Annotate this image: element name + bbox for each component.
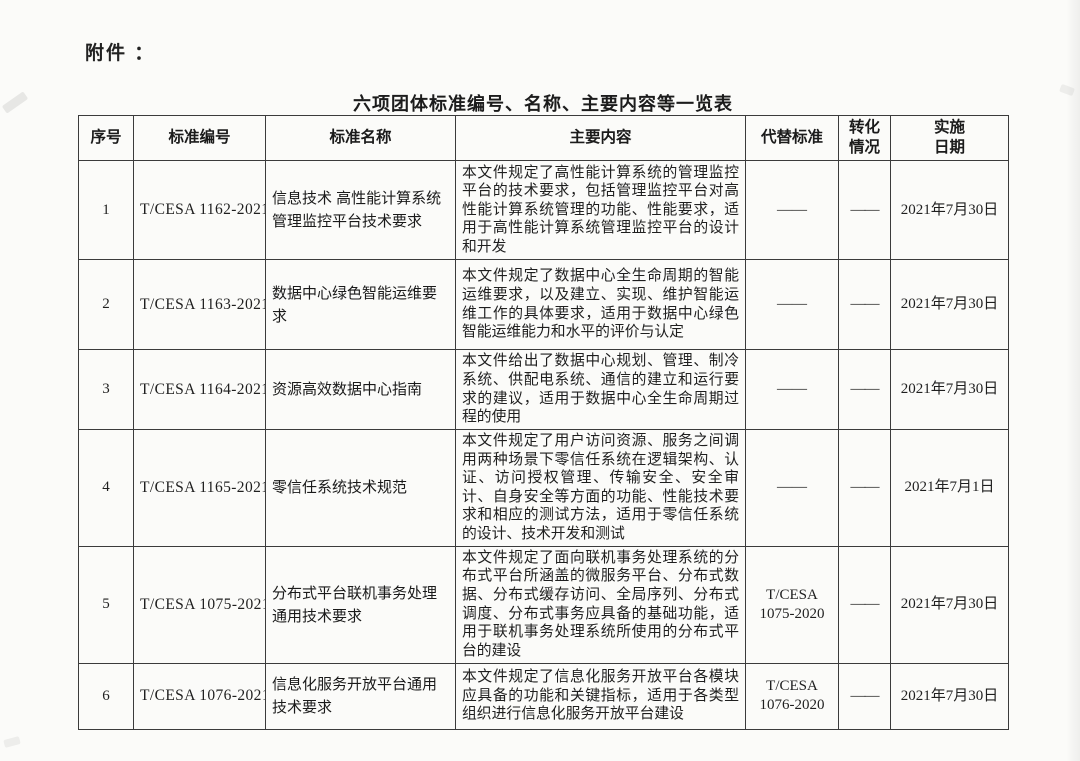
cell-no: 1 (78, 160, 134, 260)
scan-edge-shadow (1066, 0, 1080, 761)
cell-conversion-status: —— (838, 429, 891, 547)
cell-implementation-date: 2021年7月30日 (890, 160, 1009, 260)
table-row: 5 T/CESA 1075-2021 分布式平台联机事务处理通用技术要求 本文件… (78, 545, 1009, 664)
page-title: 六项团体标准编号、名称、主要内容等一览表 (353, 94, 733, 114)
cell-replaced-standard: —— (745, 429, 839, 547)
col-header-date: 实施 日期 (890, 115, 1009, 161)
cell-implementation-date: 2021年7月1日 (890, 429, 1009, 547)
cell-implementation-date: 2021年7月30日 (890, 545, 1009, 664)
cell-standard-name: 数据中心绿色智能运维要求 (265, 259, 456, 350)
cell-no: 6 (78, 662, 134, 730)
cell-replaced-standard: —— (745, 349, 839, 430)
cell-main-content: 本文件规定了信息化服务开放平台各模块应具备的功能和关键指标，适用于各类型组织进行… (455, 662, 746, 730)
col-header-conversion: 转化 情况 (838, 115, 891, 161)
cell-standard-name: 信息化服务开放平台通用技术要求 (265, 662, 456, 730)
cell-replaced-standard: —— (745, 259, 839, 350)
col-header-code: 标准编号 (133, 115, 266, 161)
cell-conversion-status: —— (838, 545, 891, 664)
cell-conversion-status: —— (838, 662, 891, 730)
cell-no: 4 (78, 429, 134, 547)
col-header-no: 序号 (78, 115, 134, 161)
cell-main-content: 本文件给出了数据中心规划、管理、制冷系统、供配电系统、通信的建立和运行要求的建议… (455, 349, 746, 430)
table-row: 3 T/CESA 1164-2021 资源高效数据中心指南 本文件给出了数据中心… (78, 349, 1009, 430)
cell-standard-name: 资源高效数据中心指南 (265, 349, 456, 430)
cell-conversion-status: —— (838, 259, 891, 350)
cell-conversion-status: —— (838, 160, 891, 260)
cell-standard-code: T/CESA 1163-2021 (133, 259, 266, 350)
cell-standard-name: 零信任系统技术规范 (265, 429, 456, 547)
cell-replaced-standard: T/CESA 1075-2020 (745, 545, 839, 664)
table-row: 1 T/CESA 1162-2021 信息技术 高性能计算系统管理监控平台技术要… (78, 160, 1009, 260)
cell-standard-name: 信息技术 高性能计算系统管理监控平台技术要求 (265, 160, 456, 260)
cell-no: 5 (78, 545, 134, 664)
col-header-replaced: 代替标准 (745, 115, 839, 161)
standards-table: 序号 标准编号 标准名称 主要内容 代替标准 转化 情况 实施 日期 1 T/C… (78, 115, 1009, 730)
cell-replaced-standard: —— (745, 160, 839, 260)
cell-standard-code: T/CESA 1164-2021 (133, 349, 266, 430)
table-header-row: 序号 标准编号 标准名称 主要内容 代替标准 转化 情况 实施 日期 (78, 115, 1009, 161)
table-row: 6 T/CESA 1076-2021 信息化服务开放平台通用技术要求 本文件规定… (78, 662, 1009, 730)
cell-implementation-date: 2021年7月30日 (890, 259, 1009, 350)
cell-standard-code: T/CESA 1075-2021 (133, 545, 266, 664)
col-header-name: 标准名称 (265, 115, 456, 161)
cell-main-content: 本文件规定了数据中心全生命周期的智能运维要求，以及建立、实现、维护智能运维工作的… (455, 259, 746, 350)
cell-no: 3 (78, 349, 134, 430)
cell-conversion-status: —— (838, 349, 891, 430)
scan-artifact (1, 91, 29, 114)
cell-no: 2 (78, 259, 134, 350)
cell-standard-code: T/CESA 1162-2021 (133, 160, 266, 260)
cell-implementation-date: 2021年7月30日 (890, 662, 1009, 730)
cell-main-content: 本文件规定了高性能计算系统的管理监控平台的技术要求，包括管理监控平台对高性能计算… (455, 160, 746, 260)
table-row: 4 T/CESA 1165-2021 零信任系统技术规范 本文件规定了用户访问资… (78, 429, 1009, 547)
cell-replaced-standard: T/CESA 1076-2020 (745, 662, 839, 730)
cell-standard-code: T/CESA 1165-2021 (133, 429, 266, 547)
cell-main-content: 本文件规定了面向联机事务处理系统的分布式平台所涵盖的微服务平台、分布式数据、分布… (455, 545, 746, 664)
scan-artifact (3, 736, 21, 748)
table-row: 2 T/CESA 1163-2021 数据中心绿色智能运维要求 本文件规定了数据… (78, 259, 1009, 350)
col-header-content: 主要内容 (455, 115, 746, 161)
cell-main-content: 本文件规定了用户访问资源、服务之间调用两种场景下零信任系统在逻辑架构、认证、访问… (455, 429, 746, 547)
attachment-label: 附件 ： (85, 43, 156, 64)
cell-implementation-date: 2021年7月30日 (890, 349, 1009, 430)
cell-standard-name: 分布式平台联机事务处理通用技术要求 (265, 545, 456, 664)
cell-standard-code: T/CESA 1076-2021 (133, 662, 266, 730)
